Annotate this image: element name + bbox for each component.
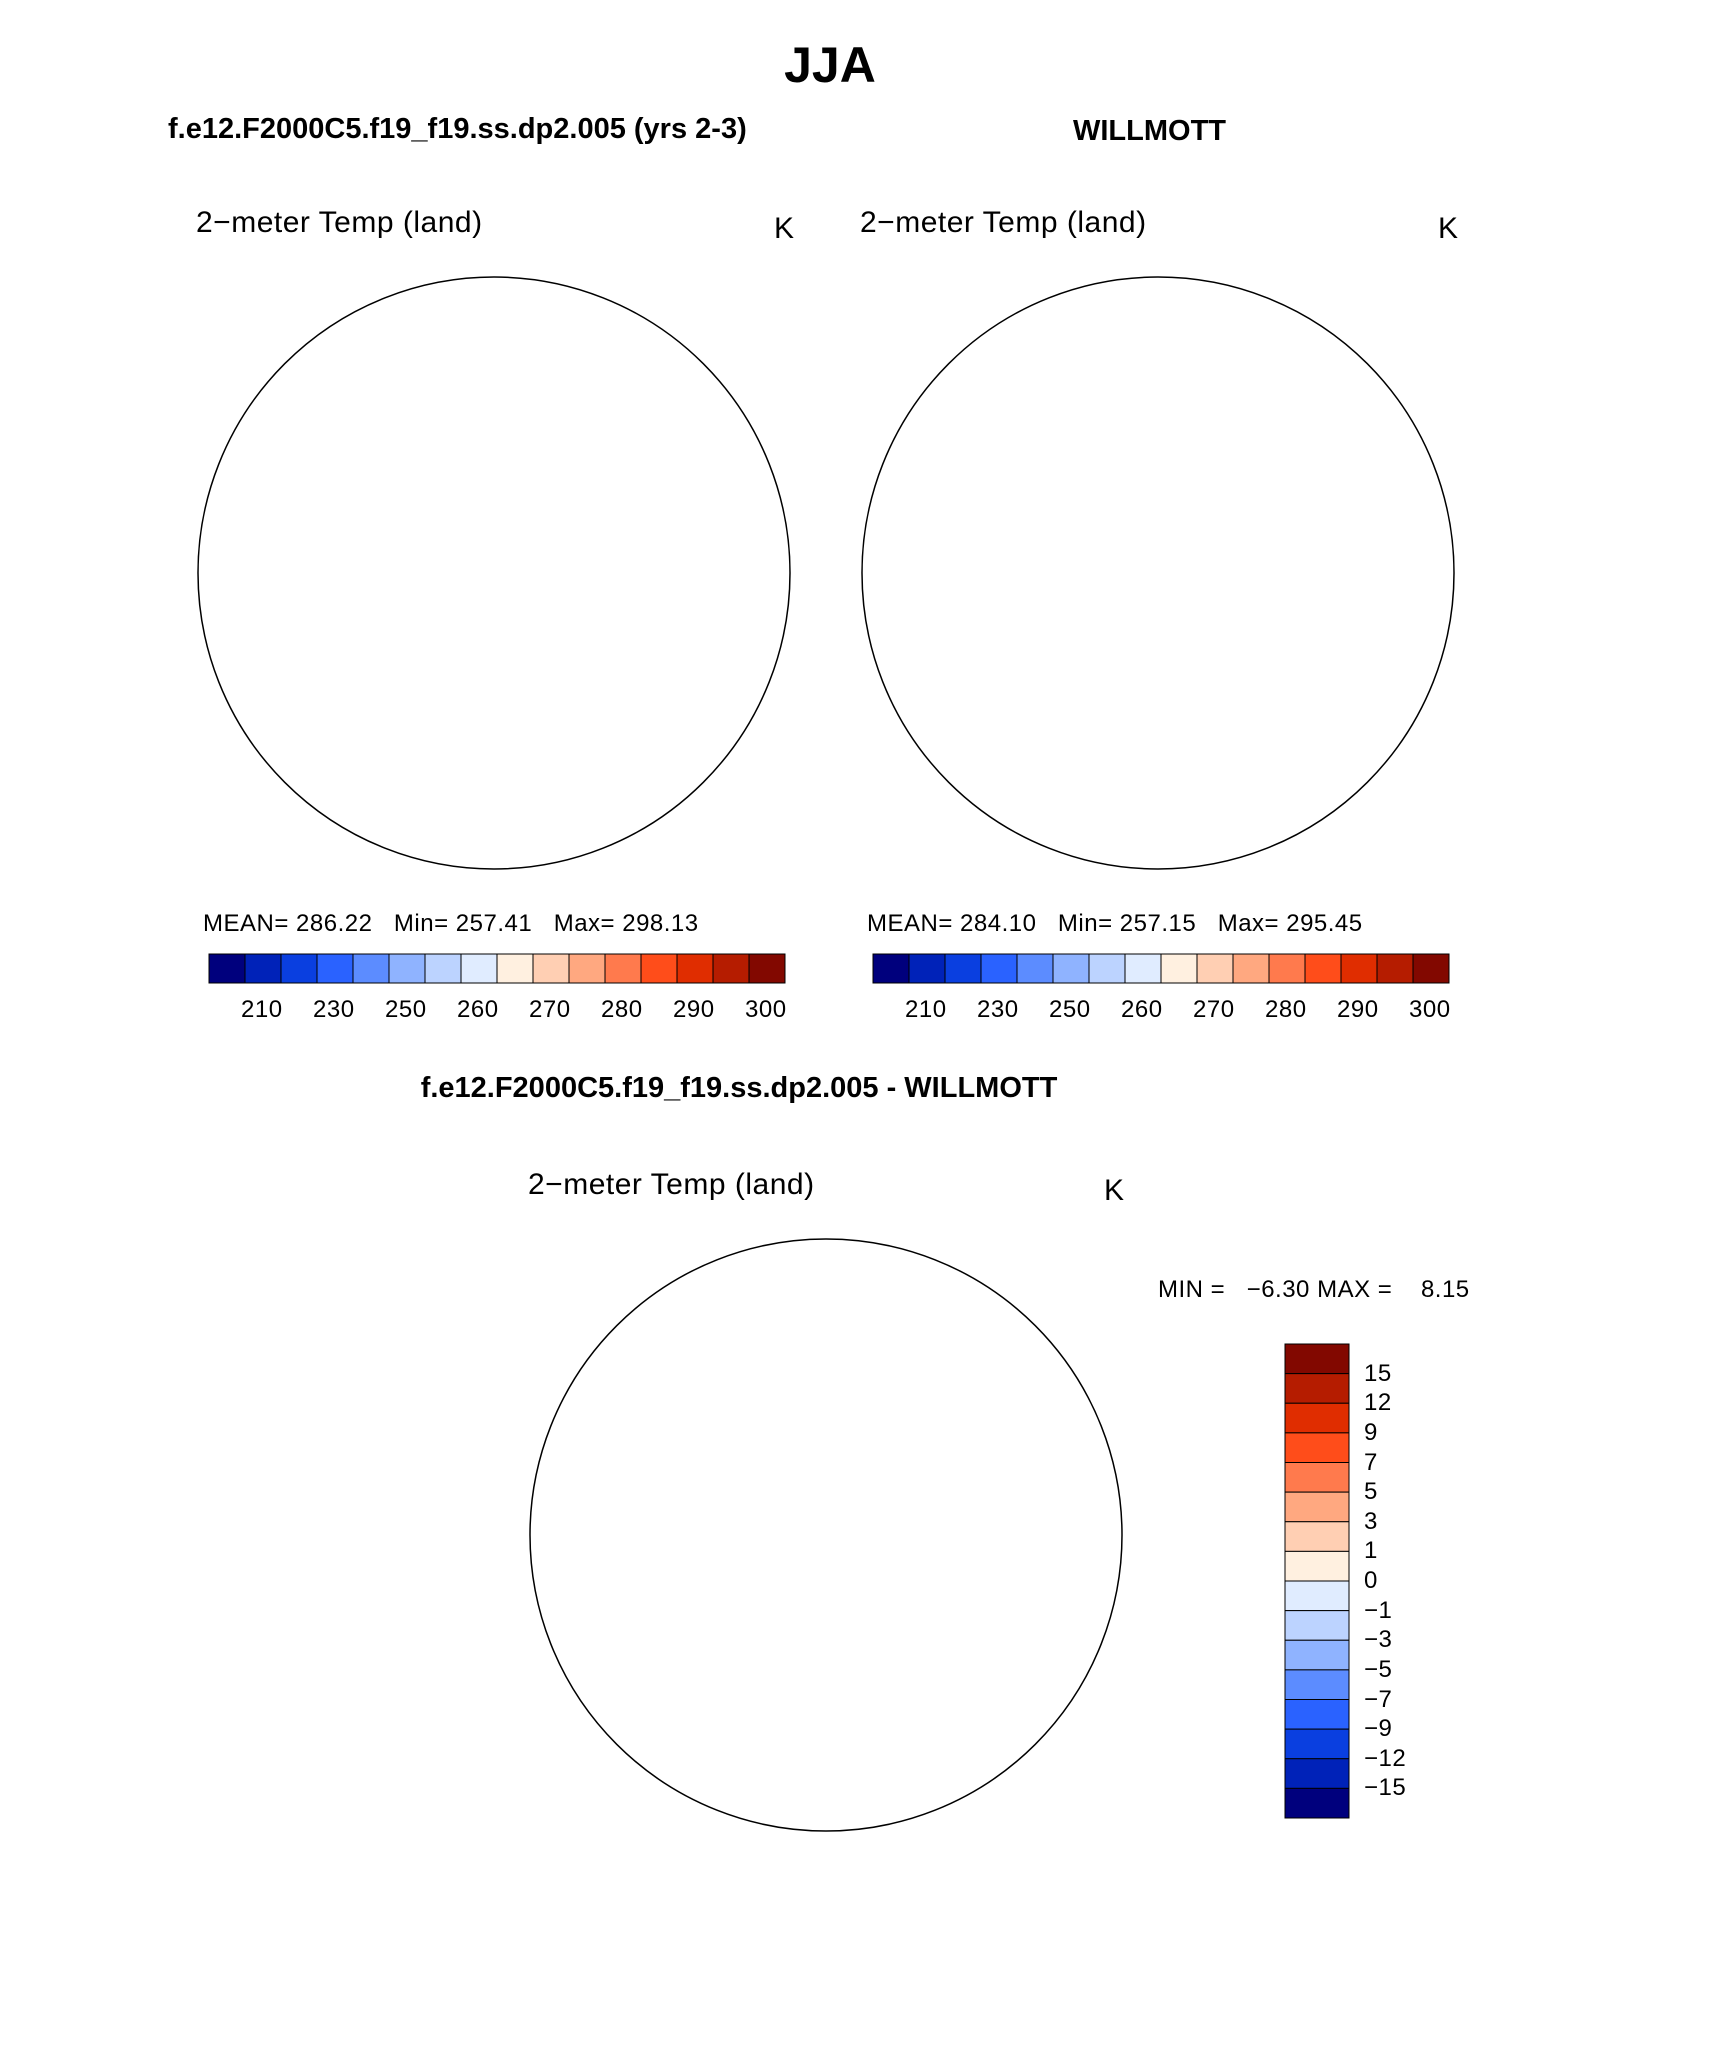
- colorbar-tick-label: 3: [1364, 1507, 1378, 1535]
- colorbar-tick-label: 300: [745, 996, 787, 1023]
- colorbar-tick-label: −5: [1364, 1655, 1393, 1683]
- right-variable-label: 2−meter Temp (land): [860, 206, 1147, 239]
- colorbar-swatch: [980, 953, 1018, 984]
- colorbar-swatch: [1052, 953, 1090, 984]
- left-stats-text: MEAN= 286.22 Min= 257.41 Max= 298.13: [203, 910, 699, 937]
- colorbar-tick-label: 280: [601, 996, 643, 1023]
- colorbar-tick-label: 260: [1121, 996, 1163, 1023]
- colorbar-tick-label: 1: [1364, 1537, 1378, 1565]
- colorbar-tick-label: 230: [977, 996, 1019, 1023]
- colorbar-tick-label: 9: [1364, 1418, 1378, 1446]
- colorbar-swatch: [1088, 953, 1126, 984]
- colorbar-swatch: [1160, 953, 1198, 984]
- colorbar-swatch: [640, 953, 678, 984]
- colorbar-swatch: [676, 953, 714, 984]
- colorbar-swatch: [1340, 953, 1378, 984]
- colorbar-tick-label: 250: [385, 996, 427, 1023]
- left-units-label: K: [774, 212, 795, 245]
- right-units-label: K: [1438, 212, 1459, 245]
- colorbar-tick-label: 210: [241, 996, 283, 1023]
- diff-units-label: K: [1104, 1174, 1125, 1207]
- colorbar-swatch: [460, 953, 498, 984]
- colorbar-tick-label: 270: [1193, 996, 1235, 1023]
- colorbar-tick-label: −12: [1364, 1744, 1407, 1772]
- colorbar-swatch: [1268, 953, 1306, 984]
- colorbar-swatch: [1284, 1728, 1350, 1760]
- right-colorbar: [872, 953, 1450, 984]
- colorbar-tick-label: 280: [1265, 996, 1307, 1023]
- colorbar-swatch: [1016, 953, 1054, 984]
- colorbar-swatch: [1124, 953, 1162, 984]
- colorbar-swatch: [1284, 1462, 1350, 1493]
- right-stats-text: MEAN= 284.10 Min= 257.15 Max= 295.45: [867, 910, 1363, 937]
- left-variable-label: 2−meter Temp (land): [196, 206, 483, 239]
- colorbar-swatch: [1376, 953, 1414, 984]
- colorbar-tick-label: 210: [905, 996, 947, 1023]
- colorbar-swatch: [352, 953, 390, 984]
- colorbar-swatch: [1304, 953, 1342, 984]
- colorbar-tick-label: 260: [457, 996, 499, 1023]
- colorbar-swatch: [712, 953, 750, 984]
- left-colorbar: [208, 953, 786, 984]
- colorbar-swatch: [1284, 1491, 1350, 1523]
- colorbar-swatch: [1284, 1432, 1350, 1463]
- colorbar-tick-label: 15: [1364, 1359, 1392, 1387]
- colorbar-swatch: [1284, 1610, 1350, 1641]
- colorbar-swatch: [1284, 1343, 1350, 1375]
- colorbar-tick-label: 230: [313, 996, 355, 1023]
- colorbar-swatch: [1284, 1639, 1350, 1671]
- colorbar-swatch: [872, 953, 910, 984]
- colorbar-swatch: [1284, 1669, 1350, 1700]
- colorbar-swatch: [280, 953, 318, 984]
- colorbar-swatch: [1284, 1787, 1350, 1819]
- colorbar-swatch: [944, 953, 982, 984]
- colorbar-tick-label: −9: [1364, 1715, 1393, 1743]
- colorbar-tick-label: 250: [1049, 996, 1091, 1023]
- difference-colorbar: [1284, 1343, 1350, 1819]
- page-title: JJA: [784, 37, 876, 93]
- colorbar-tick-label: 290: [673, 996, 715, 1023]
- colorbar-swatch: [1284, 1580, 1350, 1612]
- colorbar-swatch: [1284, 1758, 1350, 1789]
- difference-polar-map: [529, 1238, 1123, 1832]
- colorbar-swatch: [1284, 1521, 1350, 1552]
- difference-title: f.e12.F2000C5.f19_f19.ss.dp2.005 - WILLM…: [420, 1072, 1058, 1104]
- obs-case-title: WILLMOTT: [1073, 115, 1227, 147]
- colorbar-swatch: [1196, 953, 1234, 984]
- colorbar-swatch: [604, 953, 642, 984]
- colorbar-swatch: [532, 953, 570, 984]
- colorbar-tick-label: 0: [1364, 1567, 1378, 1594]
- colorbar-swatch: [316, 953, 354, 984]
- colorbar-tick-label: 5: [1364, 1478, 1378, 1506]
- colorbar-tick-label: −7: [1364, 1685, 1393, 1713]
- colorbar-swatch: [496, 953, 534, 984]
- colorbar-tick-label: 270: [529, 996, 571, 1023]
- colorbar-swatch: [244, 953, 282, 984]
- diff-variable-label: 2−meter Temp (land): [528, 1168, 815, 1201]
- colorbar-tick-label: −15: [1364, 1774, 1407, 1802]
- colorbar-swatch: [388, 953, 426, 984]
- obs-polar-map: [861, 276, 1455, 870]
- diff-minmax-text: MIN = −6.30 MAX = 8.15: [1158, 1276, 1470, 1303]
- colorbar-swatch: [908, 953, 946, 984]
- colorbar-swatch: [1232, 953, 1270, 984]
- colorbar-swatch: [1284, 1550, 1350, 1582]
- colorbar-swatch: [1284, 1402, 1350, 1434]
- colorbar-swatch: [1284, 1699, 1350, 1730]
- colorbar-tick-label: 12: [1364, 1389, 1392, 1417]
- colorbar-tick-label: 7: [1364, 1448, 1378, 1476]
- model-polar-map: [197, 276, 794, 873]
- colorbar-tick-label: −3: [1364, 1626, 1393, 1654]
- colorbar-tick-label: −1: [1364, 1596, 1393, 1624]
- colorbar-tick-label: 300: [1409, 996, 1451, 1023]
- colorbar-tick-label: 290: [1337, 996, 1379, 1023]
- colorbar-swatch: [1284, 1373, 1350, 1404]
- colorbar-swatch: [1412, 953, 1450, 984]
- model-case-title: f.e12.F2000C5.f19_f19.ss.dp2.005 (yrs 2-…: [168, 113, 747, 145]
- colorbar-swatch: [424, 953, 462, 984]
- colorbar-swatch: [748, 953, 786, 984]
- colorbar-swatch: [208, 953, 246, 984]
- colorbar-swatch: [568, 953, 606, 984]
